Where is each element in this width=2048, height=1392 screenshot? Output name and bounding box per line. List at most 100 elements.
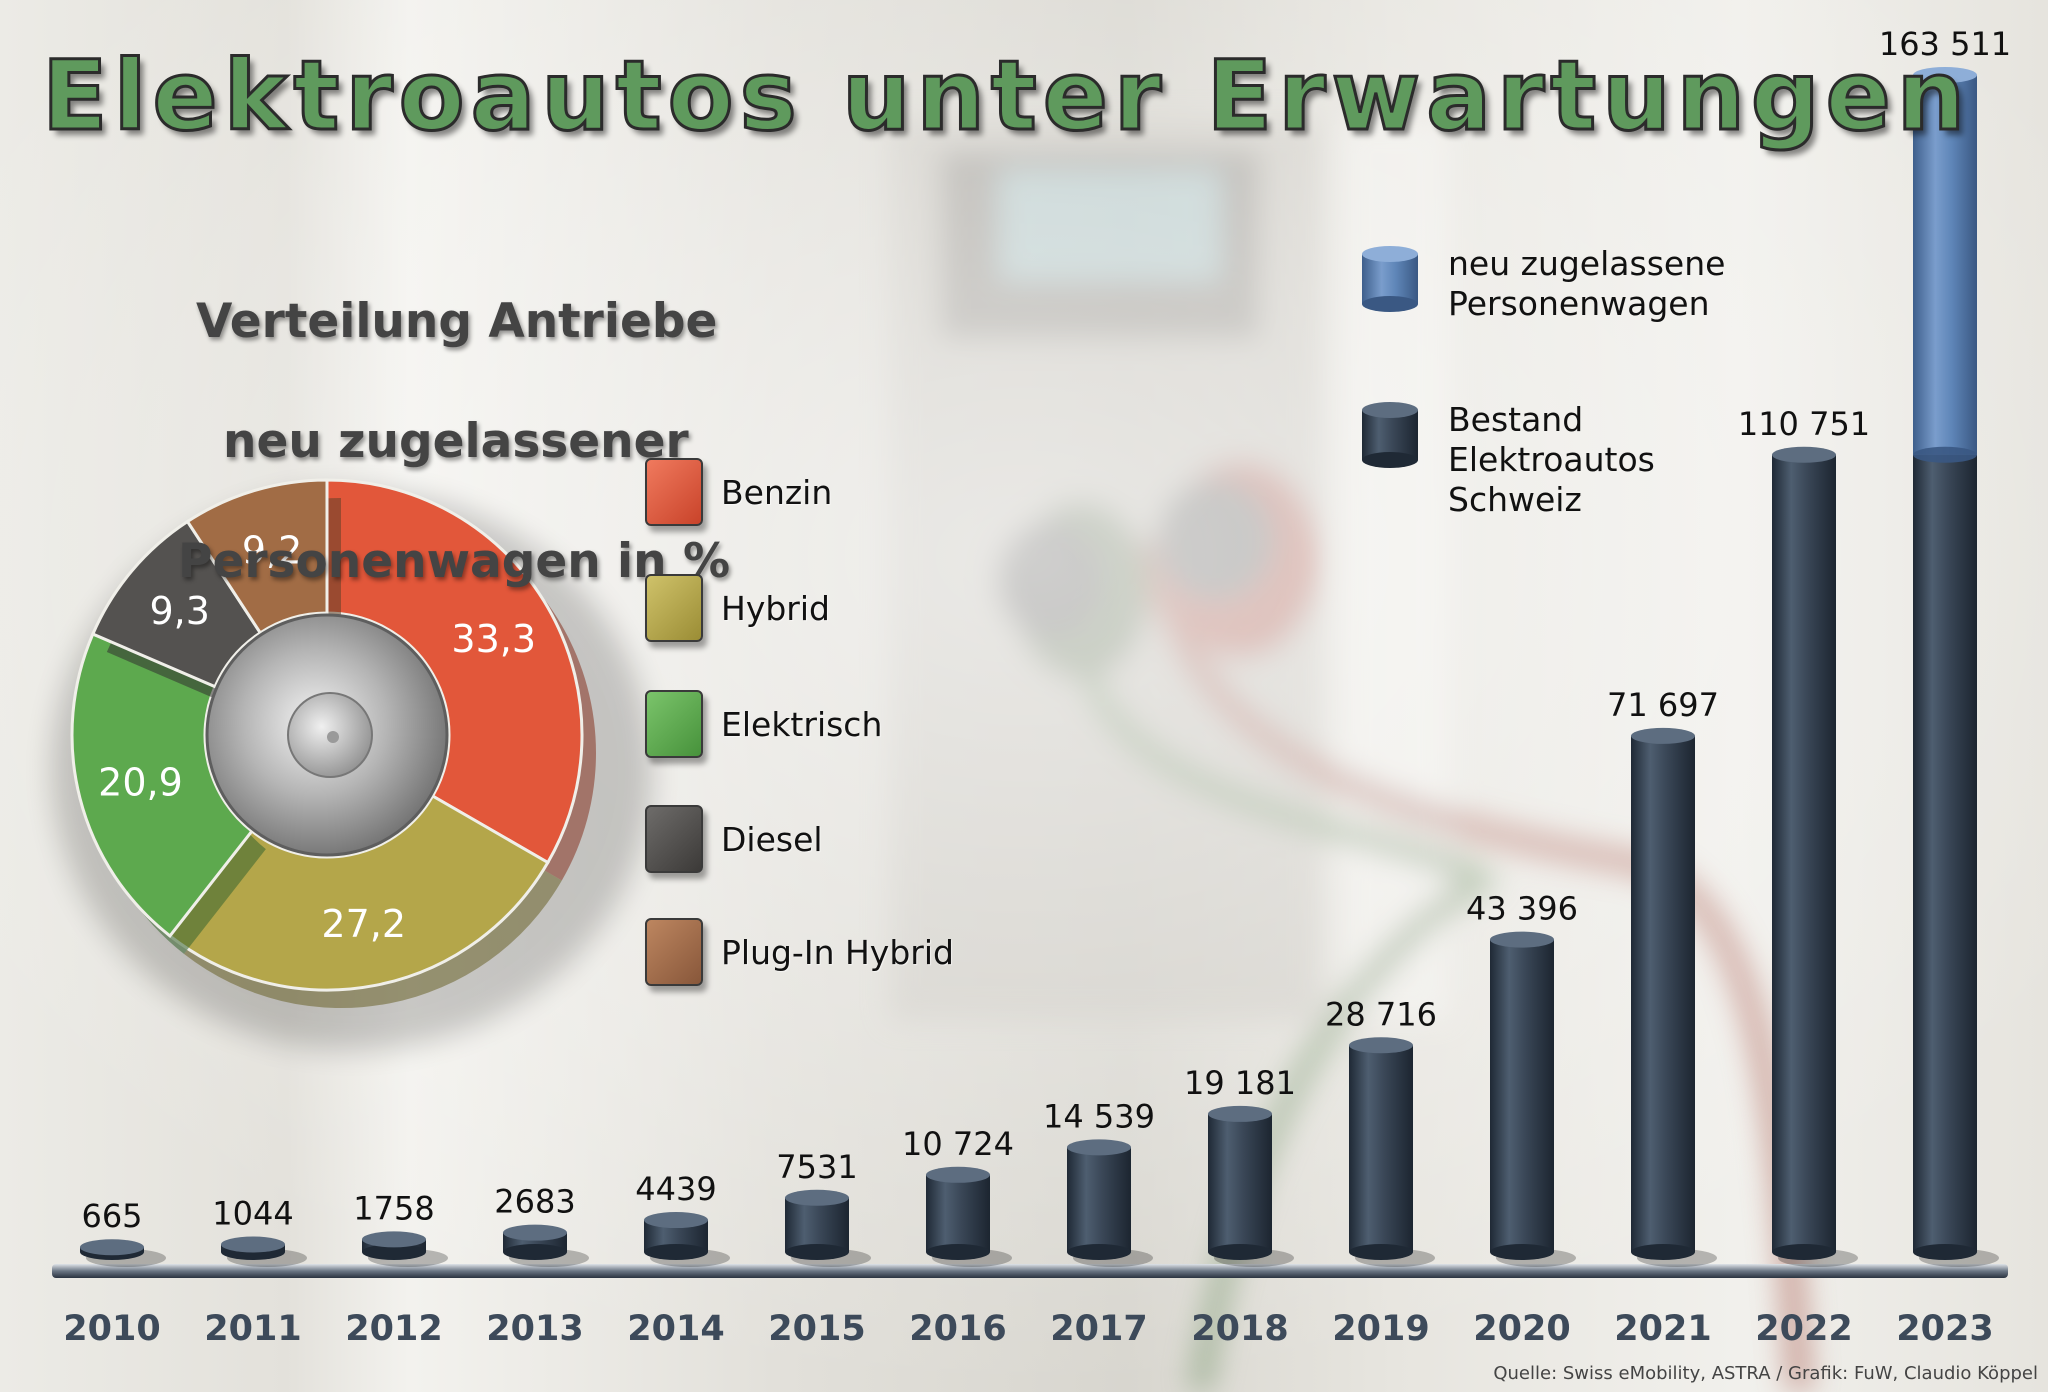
x-tick-label-2010: 2010 [63, 1309, 160, 1349]
bar-value-label-2023: 163 511 [1879, 25, 2011, 63]
bar-value-label-2020: 43 396 [1466, 890, 1578, 928]
bar-2017-cap [1067, 1139, 1131, 1156]
x-tick-label-2015: 2015 [768, 1309, 865, 1349]
bar-legend-stock-label: Bestand Elektroautos Schweiz [1448, 400, 1655, 520]
bar-2016-cap [926, 1166, 990, 1183]
pie-slice-value-diesel: 9,3 [150, 589, 210, 633]
bar-2022-base [1772, 1244, 1836, 1260]
bar-legend-new-registrations: neu zugelassene Personenwagen [1360, 244, 1725, 324]
bar-2015-cap [785, 1189, 849, 1206]
pie-slice-value-hybrid: 27,2 [321, 902, 406, 946]
legend-swatch-plug-in-hybrid [645, 918, 703, 986]
legend-swatch-benzin [645, 458, 703, 526]
bar-2023-cap [1913, 67, 1977, 83]
legend-label-benzin: Benzin [721, 472, 833, 512]
x-tick-label-2014: 2014 [627, 1309, 724, 1349]
bar-value-label-2010: 665 [81, 1197, 142, 1235]
bar-value-label-2014: 4439 [635, 1170, 716, 1208]
bar-value-label-2011: 1044 [212, 1194, 293, 1232]
bar-2020-base [1490, 1244, 1554, 1260]
bar-2013-cap [503, 1224, 567, 1241]
pie-title-line-1: Verteilung Antriebe [196, 294, 718, 349]
bar-legend-stock-line-1: Bestand [1448, 400, 1584, 439]
bar-value-label-2017: 14 539 [1043, 1097, 1155, 1135]
bar-2022-cap [1772, 446, 1836, 463]
bar-2018-cap [1208, 1105, 1272, 1122]
bar-2023-new [1913, 75, 1977, 455]
bar-2023-base [1913, 1244, 1977, 1260]
x-tick-label-2016: 2016 [909, 1309, 1006, 1349]
bar-legend-stock: Bestand Elektroautos Schweiz [1360, 400, 1655, 520]
cylinder-dark-icon [1362, 402, 1418, 468]
bar-2023-stock [1913, 454, 1977, 1252]
pie-slice-value-benzin: 33,3 [451, 617, 536, 661]
cylinder-blue-icon [1362, 246, 1418, 312]
pie-slice-value-plug-in-hybrid: 9,2 [242, 529, 302, 573]
bar-2018 [1208, 1113, 1272, 1252]
pie-slice-value-elektrisch: 20,9 [98, 761, 183, 805]
bar-2014-cap [644, 1212, 708, 1229]
bar-2018-base [1208, 1244, 1272, 1260]
bar-2015-base [785, 1244, 849, 1260]
bar-2014-base [644, 1244, 708, 1260]
bar-2012-cap [362, 1231, 426, 1248]
bar-legend-new-registrations-label: neu zugelassene Personenwagen [1448, 244, 1725, 324]
legend-label-hybrid: Hybrid [721, 588, 830, 628]
bar-2017 [1067, 1147, 1131, 1252]
pie-slice-benzin [325, 478, 584, 865]
x-axis-line [52, 1264, 2008, 1278]
pie-chart: 33,3 27,2 20,9 9,3 9,2 [52, 478, 652, 1050]
bar-value-label-2022: 110 751 [1738, 405, 1870, 443]
bar-value-label-2012: 1758 [353, 1189, 434, 1227]
pie-chart-title: Verteilung Antriebe neu zugelassener Per… [150, 232, 750, 652]
bar-2019 [1349, 1045, 1413, 1252]
bar-2013-base [503, 1244, 567, 1260]
legend-swatch-hybrid [645, 574, 703, 642]
bar-2020 [1490, 939, 1554, 1252]
bar-2021 [1631, 735, 1695, 1252]
legend-swatch-diesel [645, 805, 703, 873]
legend-swatch-elektrisch [645, 690, 703, 758]
bar-legend-new-line-2: Personenwagen [1448, 284, 1710, 323]
x-tick-label-2013: 2013 [486, 1309, 583, 1349]
legend-label-plug-in-hybrid: Plug-In Hybrid [721, 932, 954, 972]
x-tick-label-2021: 2021 [1614, 1309, 1711, 1349]
bar-value-label-2019: 28 716 [1325, 995, 1437, 1033]
bar-value-label-2021: 71 697 [1607, 686, 1719, 724]
x-tick-label-2019: 2019 [1332, 1309, 1429, 1349]
legend-label-diesel: Diesel [721, 819, 823, 859]
bar-value-label-2016: 10 724 [902, 1125, 1014, 1163]
pie-slice-elektrisch [70, 632, 254, 938]
legend-item-benzin: Benzin [645, 458, 832, 526]
legend-item-diesel: Diesel [645, 805, 823, 873]
bar-2021-base [1631, 1244, 1695, 1260]
bar-2017-base [1067, 1244, 1131, 1260]
bar-value-label-2018: 19 181 [1184, 1064, 1296, 1102]
bar-2021-cap [1631, 727, 1695, 744]
bar-2011-cap [221, 1236, 285, 1253]
bar-2012-base [362, 1244, 426, 1260]
pie-title-line-2: neu zugelassener [223, 414, 689, 469]
pie-title-line-3: Personenwagen in % [178, 534, 731, 589]
legend-item-elektrisch: Elektrisch [645, 690, 882, 758]
x-tick-label-2017: 2017 [1050, 1309, 1147, 1349]
bar-2020-cap [1490, 931, 1554, 948]
x-tick-label-2023: 2023 [1896, 1309, 1993, 1349]
main-title: Elektroautos unter Erwartungen [40, 39, 1972, 154]
legend-label-elektrisch: Elektrisch [721, 704, 883, 744]
x-tick-label-2011: 2011 [204, 1309, 301, 1349]
bar-2010-cap [80, 1239, 144, 1256]
bar-2016-base [926, 1244, 990, 1260]
legend-item-hybrid: Hybrid [645, 574, 830, 642]
bar-2022 [1772, 454, 1836, 1252]
source-credit: Quelle: Swiss eMobility, ASTRA / Grafik:… [1493, 1363, 2038, 1384]
bar-chart: 665 2010 1044 2011 1758 2012 2683 2013 4439 2014 7… [63, 25, 2011, 1349]
bar-value-label-2013: 2683 [494, 1183, 575, 1221]
bar-2019-cap [1349, 1037, 1413, 1054]
bar-legend-stock-line-3: Schweiz [1448, 480, 1582, 519]
bar-2016 [926, 1174, 990, 1252]
bar-2023-split [1913, 446, 1977, 463]
x-tick-label-2022: 2022 [1755, 1309, 1852, 1349]
bar-legend-new-line-1: neu zugelassene [1448, 244, 1726, 283]
